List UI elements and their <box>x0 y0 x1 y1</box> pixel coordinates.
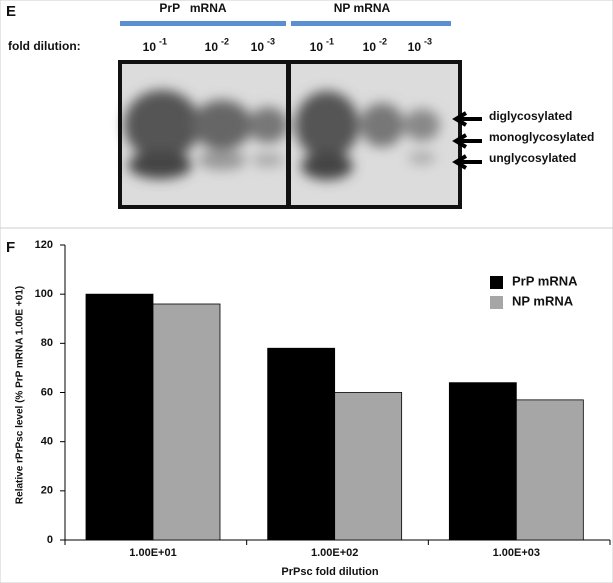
band <box>301 152 353 180</box>
bar <box>448 382 517 541</box>
band <box>198 150 246 170</box>
bar <box>334 392 403 541</box>
band <box>252 153 284 167</box>
arrow <box>452 133 482 149</box>
arrow <box>452 154 482 170</box>
y-tick-label: 0 <box>47 534 53 546</box>
dilution-base: 10 <box>205 40 219 54</box>
dilution-base: 10 <box>143 40 157 54</box>
y-tick-label: 120 <box>35 239 53 251</box>
arrow <box>452 111 482 127</box>
band-label: diglycosylated <box>489 109 572 123</box>
x-tick-label: 1.00E+01 <box>129 547 176 559</box>
dilution-exponent: -1 <box>326 36 334 46</box>
dilution-exponent: -2 <box>221 36 229 46</box>
bar <box>85 293 154 541</box>
dilution-exponent: -3 <box>424 36 432 46</box>
panel-label: F <box>6 239 15 256</box>
group-bar <box>120 21 286 26</box>
band <box>295 91 359 159</box>
bar <box>267 347 336 541</box>
band <box>124 90 200 160</box>
x-tick-label: 1.00E+02 <box>311 547 358 559</box>
band <box>248 107 288 143</box>
band <box>128 151 192 179</box>
group-label: NP mRNA <box>334 1 391 15</box>
dilution-base: 10 <box>310 40 324 54</box>
legend-label: NP mRNA <box>512 293 574 308</box>
band <box>192 100 252 150</box>
legend-swatch <box>490 296 503 309</box>
dilution-exponent: -1 <box>159 36 167 46</box>
y-tick-label: 100 <box>35 288 53 300</box>
legend-label: PrP mRNA <box>512 273 578 288</box>
dilution-exponent: -3 <box>267 36 275 46</box>
band-label: unglycosylated <box>489 151 576 165</box>
y-tick-label: 60 <box>41 386 53 398</box>
panel-label: E <box>6 3 16 20</box>
x-tick-label: 1.00E+03 <box>493 547 540 559</box>
dilution-base: 10 <box>251 40 265 54</box>
dilution-base: 10 <box>408 40 422 54</box>
band <box>360 103 404 147</box>
bar <box>515 399 584 541</box>
dilution-base: 10 <box>363 40 377 54</box>
y-tick-label: 40 <box>41 436 53 448</box>
arrows <box>452 111 482 170</box>
group-label: PrP mRNA <box>159 1 226 15</box>
blot-bands <box>124 90 440 180</box>
band-label: monoglycosylated <box>489 130 594 144</box>
y-tick-label: 20 <box>41 485 53 497</box>
band <box>404 109 440 141</box>
bar <box>152 303 221 541</box>
x-axis-title: PrPsc fold dilution <box>281 566 378 578</box>
legend-swatch <box>490 276 503 289</box>
group-bar <box>291 21 451 26</box>
blot <box>118 60 462 209</box>
y-axis-title: Relative rPrPsc level (% PrP mRNA 1.00E … <box>15 286 26 504</box>
y-tick-label: 80 <box>41 337 53 349</box>
blot-divider <box>286 62 291 207</box>
row-label: fold dilution: <box>8 39 81 53</box>
band <box>408 152 436 164</box>
dilution-exponent: -2 <box>379 36 387 46</box>
